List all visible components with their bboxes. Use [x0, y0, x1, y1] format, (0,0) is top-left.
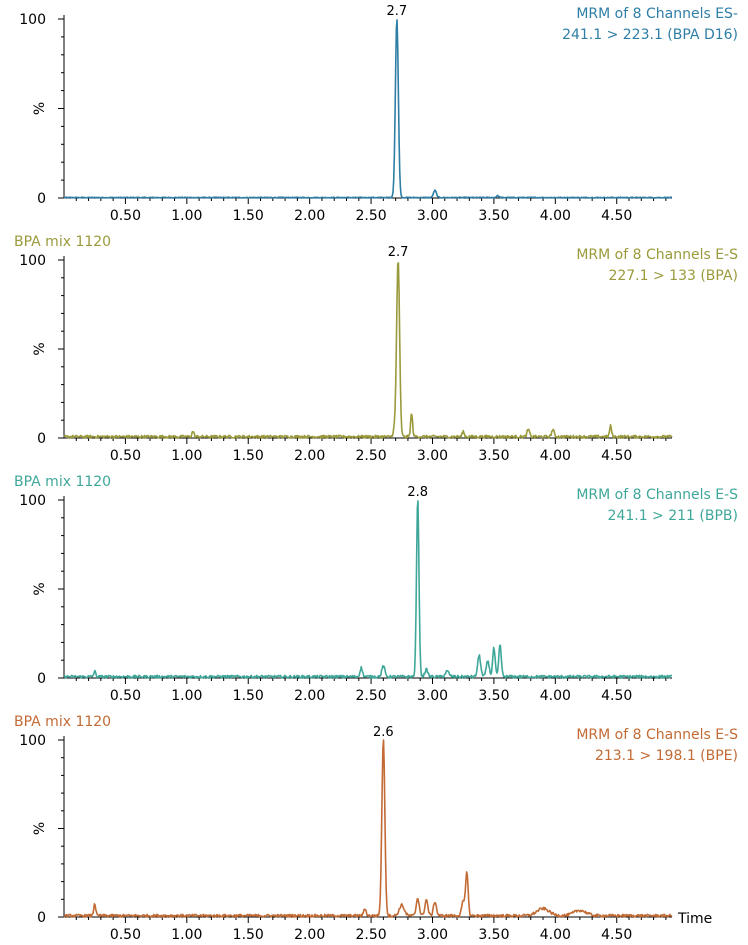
y-tick-label: 100 [19, 493, 46, 509]
x-tick-label: 2.00 [294, 927, 325, 943]
x-tick-label: 0.50 [110, 688, 141, 704]
peak-label: 2.7 [388, 245, 409, 260]
channel-header: MRM of 8 Channels E-S [576, 727, 738, 743]
x-tick-label: 2.50 [355, 688, 386, 704]
x-tick-label: 1.50 [233, 927, 264, 943]
x-tick-label: 3.50 [478, 448, 509, 464]
x-tick-label: 4.50 [601, 688, 632, 704]
sample-label: BPA mix 1120 [14, 234, 111, 250]
x-tick-label: 2.00 [294, 688, 325, 704]
x-tick-label: 3.00 [417, 927, 448, 943]
x-tick-label: 0.50 [110, 208, 141, 224]
chromatogram-panel-3: BPA mix 1120 MRM of 8 Channels E-S 241.1 >… [14, 474, 738, 704]
x-axis-label: Time [677, 911, 712, 927]
y-axis-label: % [32, 582, 48, 595]
x-tick-label: 2.00 [294, 208, 325, 224]
peak-label: 2.8 [407, 485, 428, 500]
x-tick-label: 4.50 [601, 448, 632, 464]
y-axis-label: % [32, 102, 48, 115]
x-tick-label: 4.50 [601, 208, 632, 224]
x-tick-label: 3.00 [417, 448, 448, 464]
x-tick-label: 4.50 [601, 927, 632, 943]
peak-label: 2.7 [387, 4, 408, 19]
y-axis-label: % [32, 342, 48, 355]
chromatogram-trace [63, 262, 673, 439]
sample-label: BPA mix 1120 [14, 474, 111, 490]
chromatogram-trace [63, 739, 673, 918]
y-axis-label: % [32, 822, 48, 835]
x-tick-label: 0.50 [110, 927, 141, 943]
x-tick-label: 1.00 [171, 448, 202, 464]
transition-label: 241.1 > 223.1 (BPA D16) [562, 27, 738, 43]
x-tick-label: 2.00 [294, 448, 325, 464]
transition-label: 241.1 > 211 (BPB) [608, 508, 738, 524]
sample-label: BPA mix 1120 [14, 714, 111, 730]
y-tick-label: 0 [37, 431, 46, 447]
chromatogram-panel-1: MRM of 8 Channels ES- 241.1 > 223.1 (BPA … [19, 4, 738, 224]
x-tick-label: 4.00 [540, 448, 571, 464]
x-tick-label: 2.50 [355, 208, 386, 224]
channel-header: MRM of 8 Channels E-S [576, 247, 738, 263]
x-tick-label: 3.50 [478, 208, 509, 224]
channel-header: MRM of 8 Channels E-S [576, 487, 738, 503]
y-tick-label: 100 [19, 253, 46, 269]
x-tick-label: 0.50 [110, 448, 141, 464]
x-tick-label: 4.00 [540, 927, 571, 943]
x-tick-label: 1.50 [233, 208, 264, 224]
y-tick-label: 100 [19, 733, 46, 749]
y-tick-label: 0 [37, 671, 46, 687]
x-tick-label: 1.00 [171, 208, 202, 224]
y-tick-label: 0 [37, 191, 46, 207]
x-tick-label: 3.50 [478, 688, 509, 704]
chromatogram-trace [63, 19, 673, 199]
x-tick-label: 1.00 [171, 688, 202, 704]
chromatogram-panel-4: BPA mix 1120 MRM of 8 Channels E-S 213.1 >… [14, 714, 738, 943]
chromatogram-panel-2: BPA mix 1120 MRM of 8 Channels E-S 227.1 >… [14, 234, 738, 464]
chromatogram-trace [63, 500, 673, 679]
x-tick-label: 3.50 [478, 927, 509, 943]
y-tick-label: 0 [37, 910, 46, 926]
x-tick-label: 4.00 [540, 688, 571, 704]
peak-label: 2.6 [373, 725, 394, 740]
x-tick-label: 4.00 [540, 208, 571, 224]
x-tick-label: 1.00 [171, 927, 202, 943]
y-tick-label: 100 [19, 12, 46, 28]
transition-label: 213.1 > 198.1 (BPE) [595, 748, 738, 764]
x-tick-label: 3.00 [417, 688, 448, 704]
channel-header: MRM of 8 Channels ES- [576, 6, 738, 22]
transition-label: 227.1 > 133 (BPA) [608, 268, 738, 284]
x-tick-label: 2.50 [355, 448, 386, 464]
x-tick-label: 1.50 [233, 688, 264, 704]
x-tick-label: 3.00 [417, 208, 448, 224]
x-tick-label: 2.50 [355, 927, 386, 943]
x-tick-label: 1.50 [233, 448, 264, 464]
